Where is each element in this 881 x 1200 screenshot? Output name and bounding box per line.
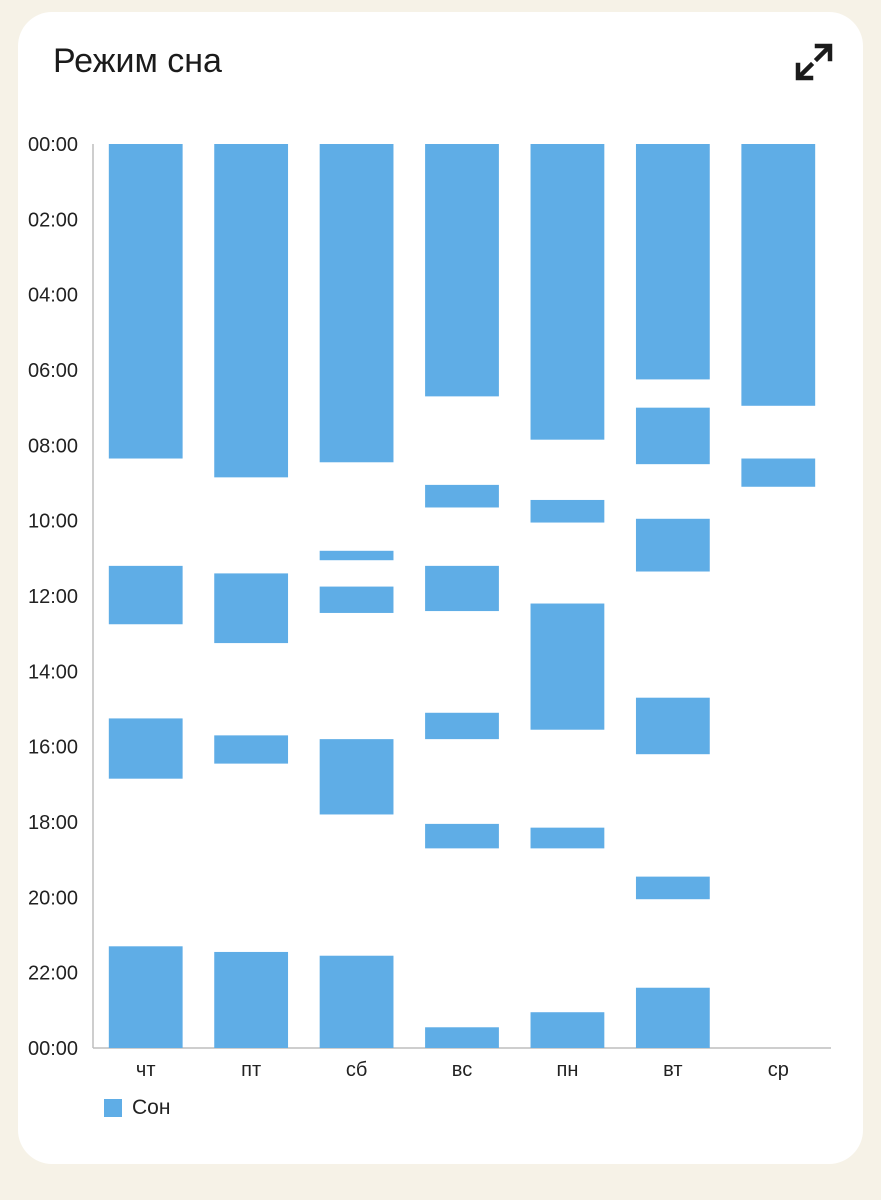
chart-legend: Сон bbox=[104, 1096, 170, 1120]
sleep-bar bbox=[425, 823, 499, 849]
sleep-bar bbox=[741, 144, 816, 406]
y-tick-label: 08:00 bbox=[28, 435, 78, 457]
expand-button[interactable] bbox=[790, 38, 838, 86]
x-tick-label: пн bbox=[556, 1059, 578, 1081]
y-tick-label: 04:00 bbox=[28, 285, 78, 307]
y-tick-label: 20:00 bbox=[28, 887, 78, 909]
sleep-bar bbox=[319, 739, 394, 815]
sleep-bar bbox=[108, 718, 183, 779]
y-tick-label: 00:00 bbox=[28, 1038, 78, 1060]
sleep-bar bbox=[530, 499, 605, 523]
sleep-bar bbox=[319, 955, 394, 1048]
y-tick-label: 00:00 bbox=[28, 134, 78, 156]
expand-arrows-icon bbox=[795, 43, 833, 81]
card-title: Режим сна bbox=[53, 42, 222, 80]
legend-swatch bbox=[104, 1099, 122, 1117]
legend-label: Сон bbox=[132, 1096, 171, 1119]
sleep-bar bbox=[214, 735, 289, 764]
y-tick-label: 10:00 bbox=[28, 511, 78, 533]
y-tick-label: 06:00 bbox=[28, 360, 78, 382]
x-tick-label: вс bbox=[452, 1059, 472, 1081]
sleep-bar bbox=[635, 987, 710, 1048]
sleep-bar bbox=[425, 484, 499, 508]
sleep-bar bbox=[319, 586, 394, 613]
sleep-bar bbox=[635, 876, 710, 900]
y-tick-label: 12:00 bbox=[28, 586, 78, 608]
y-tick-label: 02:00 bbox=[28, 209, 78, 231]
sleep-bar bbox=[530, 827, 605, 849]
sleep-bar bbox=[319, 550, 394, 561]
sleep-bar bbox=[108, 946, 183, 1048]
x-tick-label: ср bbox=[768, 1059, 789, 1081]
sleep-bar bbox=[425, 712, 499, 740]
sleep-bar bbox=[108, 144, 183, 459]
sleep-bar bbox=[214, 144, 289, 478]
sleep-bar bbox=[425, 144, 499, 397]
x-tick-label: вт bbox=[663, 1059, 682, 1081]
sleep-bar bbox=[214, 951, 289, 1048]
x-tick-label: сб bbox=[346, 1059, 367, 1081]
y-tick-label: 14:00 bbox=[28, 661, 78, 683]
sleep-bar bbox=[530, 1012, 605, 1048]
sleep-bar bbox=[635, 407, 710, 465]
sleep-bar bbox=[214, 573, 289, 644]
sleep-bar bbox=[741, 458, 816, 487]
sleep-bar bbox=[425, 1027, 499, 1048]
x-tick-label: пт bbox=[241, 1059, 261, 1081]
sleep-bar bbox=[319, 144, 394, 463]
sleep-bar bbox=[530, 144, 605, 440]
sleep-bar bbox=[425, 565, 499, 612]
sleep-bar bbox=[635, 518, 710, 572]
sleep-bar bbox=[635, 697, 710, 755]
sleep-bar bbox=[530, 603, 605, 730]
sleep-bar bbox=[635, 144, 710, 380]
y-tick-label: 22:00 bbox=[28, 963, 78, 985]
y-tick-label: 18:00 bbox=[28, 812, 78, 834]
y-tick-label: 16:00 bbox=[28, 737, 78, 759]
x-tick-label: чт bbox=[136, 1059, 156, 1081]
sleep-bar bbox=[108, 565, 183, 625]
